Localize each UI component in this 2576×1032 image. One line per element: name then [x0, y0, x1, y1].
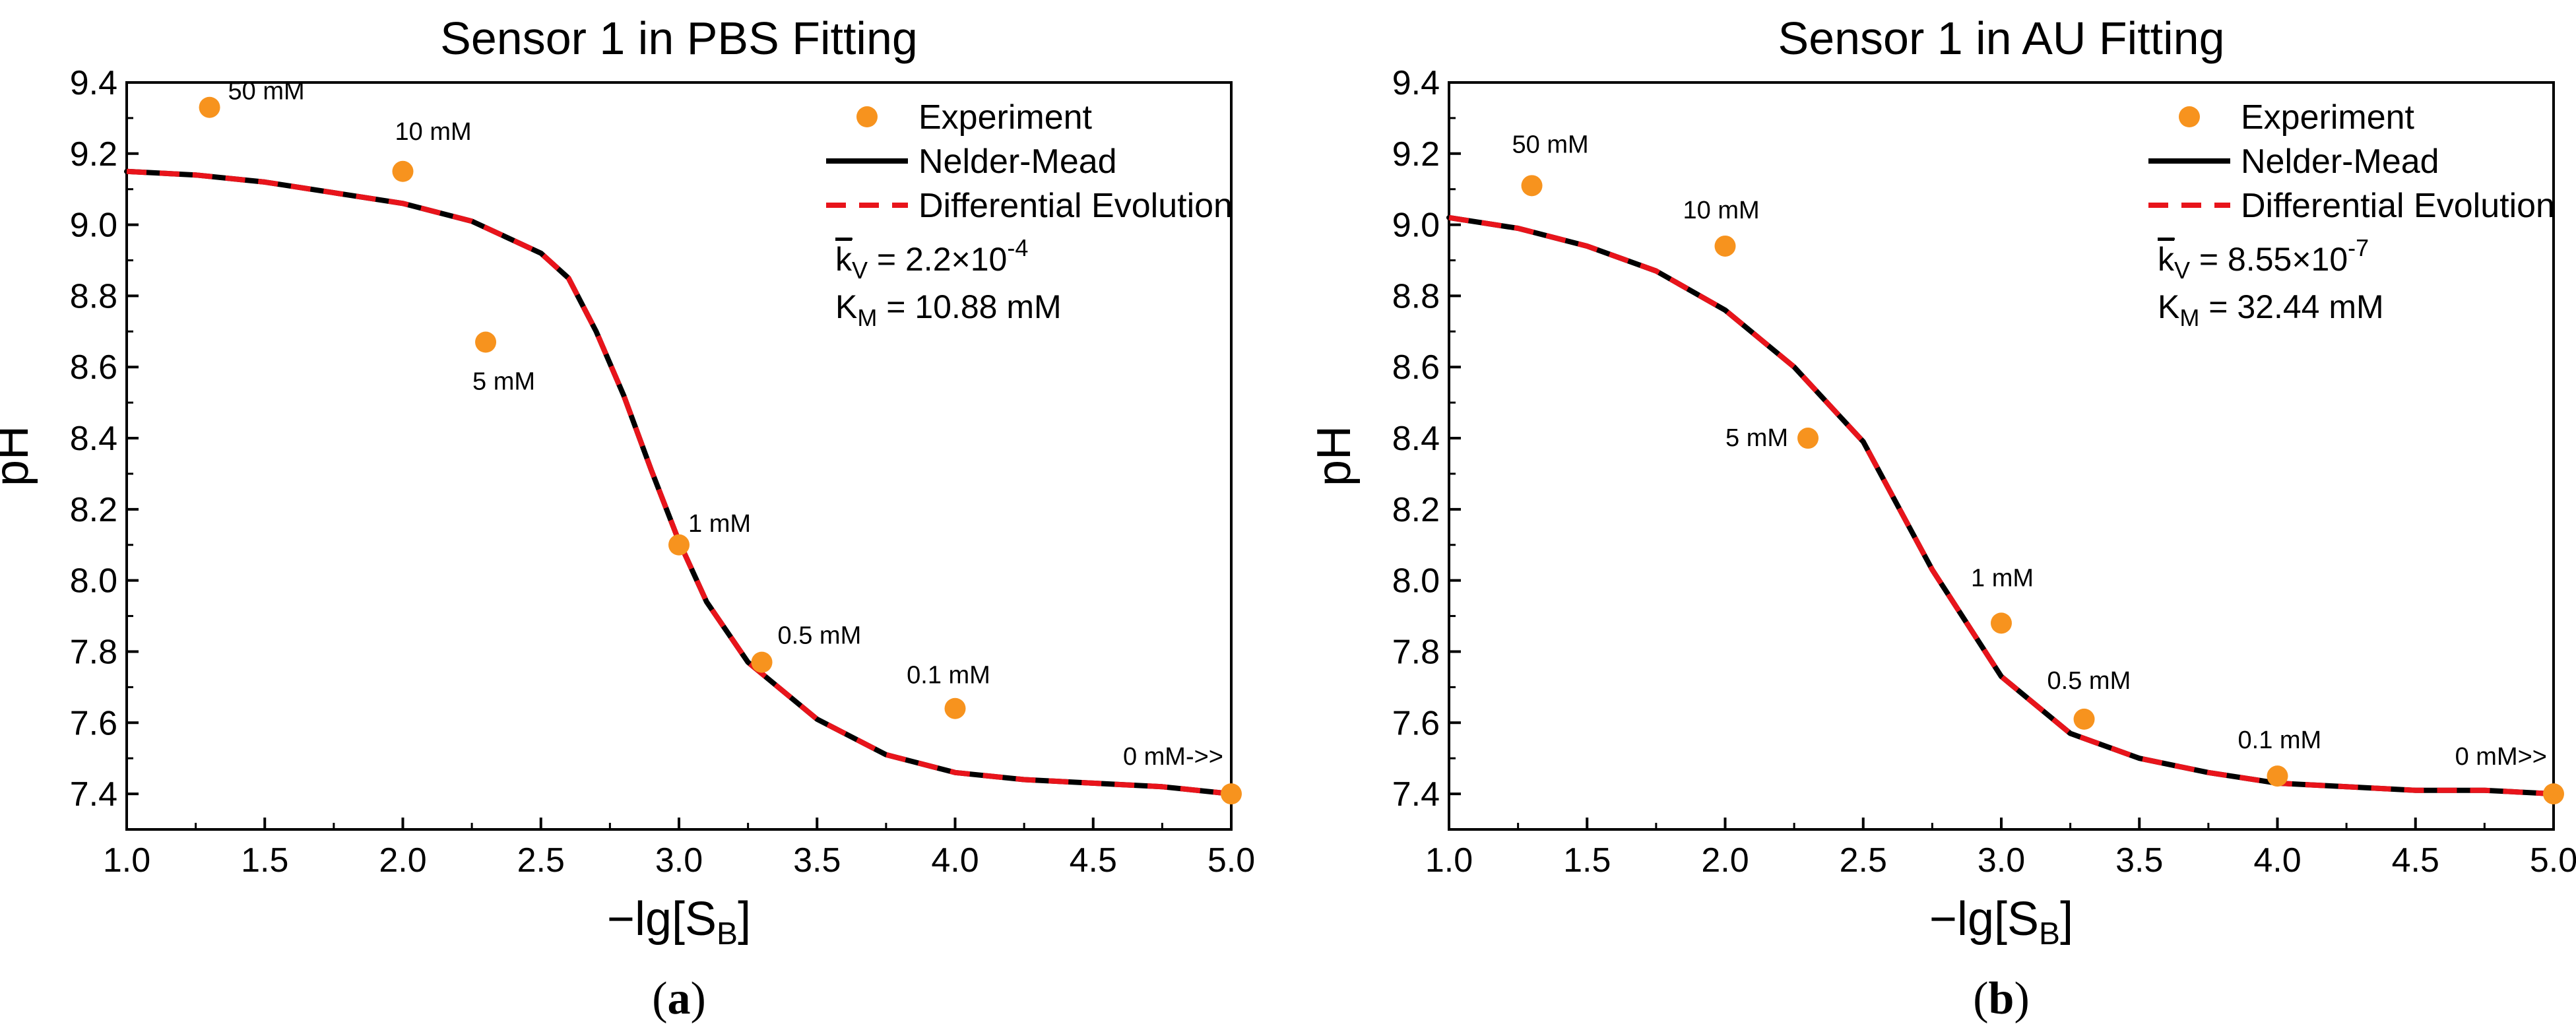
- experiment-point: [2073, 708, 2095, 730]
- experiment-point-label: 50 mM: [228, 78, 305, 106]
- series-differential-evolution: [126, 168, 1232, 797]
- legend-nelder-mead-label: Nelder-Mead: [2241, 143, 2439, 181]
- experiment-point-label: 1 mM: [688, 510, 751, 538]
- y-tick-label: 7.6: [1392, 704, 1440, 742]
- chart-title: Sensor 1 in PBS Fitting: [440, 13, 918, 64]
- y-tick-label: 7.4: [70, 775, 117, 814]
- x-tick-label: 2.5: [1840, 841, 1887, 880]
- legend-experiment-label: Experiment: [918, 98, 1093, 137]
- x-tick-label: 1.0: [103, 841, 150, 880]
- x-tick-label: 3.0: [1978, 841, 2025, 880]
- experiment-point: [2543, 783, 2564, 805]
- km-annotation: KM = 10.88 mM: [835, 288, 1062, 331]
- experiment-point: [1714, 235, 1736, 257]
- experiment-point: [475, 331, 497, 353]
- series-differential-evolution: [1448, 214, 2554, 797]
- chart-title: Sensor 1 in AU Fitting: [1778, 13, 2225, 64]
- y-tick-label: 8.8: [1392, 277, 1440, 315]
- y-tick-label: 8.2: [1392, 491, 1440, 529]
- legend-experiment-marker: [856, 106, 878, 127]
- legend-differential-evolution-label: Differential Evolution: [2241, 187, 2555, 225]
- x-tick-label: 1.0: [1425, 841, 1473, 880]
- experiment-point-label: 10 mM: [395, 118, 472, 146]
- experiment-point-label: 0.5 mM: [778, 622, 862, 650]
- legend-experiment-label: Experiment: [2241, 98, 2415, 137]
- x-tick-label: 5.0: [2530, 841, 2576, 880]
- experiment-point-label: 0.5 mM: [2047, 667, 2131, 695]
- y-tick-label: 8.2: [70, 491, 117, 529]
- x-axis-label: −lg[SB]: [1929, 893, 2073, 951]
- experiment-point: [392, 160, 414, 182]
- y-axis-label: pH: [0, 426, 38, 486]
- legend-differential-evolution-label: Differential Evolution: [918, 187, 1233, 225]
- legend-experiment-marker: [2179, 106, 2200, 127]
- kv-annotation: kV = 2.2×10-4: [835, 234, 1028, 284]
- y-axis-label: pH: [1308, 426, 1361, 486]
- x-tick-label: 4.5: [2392, 841, 2439, 880]
- y-tick-label: 9.4: [70, 64, 117, 102]
- y-tick-label: 7.8: [1392, 633, 1440, 671]
- legend-nelder-mead-label: Nelder-Mead: [918, 143, 1117, 181]
- y-tick-label: 8.8: [70, 277, 117, 315]
- y-tick-label: 9.2: [70, 135, 117, 174]
- experiment-point-label: 10 mM: [1683, 197, 1760, 224]
- panel-a: Sensor 1 in PBS Fitting 1.0 1.5 2.0 2.5 3.0 3.…: [0, 13, 1255, 1024]
- y-tick-label: 8.6: [1392, 348, 1440, 387]
- experiment-point-label: 5 mM: [472, 368, 535, 396]
- x-tick-label: 2.0: [379, 841, 426, 880]
- x-tick-label: 1.5: [241, 841, 288, 880]
- experiment-point: [1521, 175, 1543, 197]
- y-tick-label: 7.8: [70, 633, 117, 671]
- y-tick-label: 9.2: [1392, 135, 1440, 174]
- series-nelder-mead: [1446, 214, 2556, 797]
- experiment-point-label: 0.1 mM: [2238, 726, 2322, 754]
- experiment-point-label: 1 mM: [1971, 564, 2034, 592]
- y-tick-label: 8.6: [70, 348, 117, 387]
- experiment-point: [1797, 428, 1819, 449]
- experiment-point-label: 0 mM>>: [2455, 743, 2547, 771]
- y-tick-label: 8.4: [1392, 420, 1440, 458]
- km-annotation: KM = 32.44 mM: [2158, 288, 2384, 331]
- y-tick-label: 8.4: [70, 420, 117, 458]
- y-tick-label: 8.0: [1392, 562, 1440, 600]
- experiment-point-label: 0 mM->>: [1123, 743, 1223, 771]
- x-tick-label: 1.5: [1563, 841, 1611, 880]
- panel-caption: (a): [652, 973, 706, 1024]
- y-tick-label: 7.6: [70, 704, 117, 742]
- x-tick-label: 4.0: [2253, 841, 2301, 880]
- x-tick-label: 2.5: [517, 841, 565, 880]
- y-tick-label: 7.4: [1392, 775, 1440, 814]
- experiment-point: [944, 697, 966, 719]
- x-tick-label: 2.0: [1701, 841, 1749, 880]
- kv-annotation: kV = 8.55×10-7: [2158, 234, 2369, 284]
- experiment-point: [1991, 612, 2012, 634]
- experiment-point-label: 0.1 mM: [907, 662, 990, 690]
- y-tick-label: 9.0: [1392, 207, 1440, 245]
- experiment-point-label: 5 mM: [1725, 424, 1788, 452]
- experiment-point: [2267, 765, 2288, 787]
- experiment-point: [199, 96, 220, 118]
- experiment-point-label: 50 mM: [1512, 131, 1589, 158]
- x-tick-label: 4.5: [1070, 841, 1117, 880]
- x-axis-label: −lg[SB]: [607, 893, 751, 951]
- x-tick-label: 3.0: [655, 841, 703, 880]
- x-tick-label: 5.0: [1208, 841, 1255, 880]
- experiment-point: [1221, 783, 1242, 805]
- x-tick-label: 3.5: [2115, 841, 2163, 880]
- series-nelder-mead: [124, 168, 1234, 797]
- experiment-point: [751, 651, 773, 673]
- panel-b: Sensor 1 in AU Fitting 1.0 1.5 2.0 2.5 3.0 3.5…: [1308, 13, 2576, 1024]
- experiment-point: [668, 534, 690, 556]
- y-tick-label: 8.0: [70, 562, 117, 600]
- x-tick-label: 4.0: [931, 841, 979, 880]
- y-tick-label: 9.4: [1392, 64, 1440, 102]
- y-tick-label: 9.0: [70, 207, 117, 245]
- panel-caption: (b): [1973, 973, 2030, 1024]
- x-tick-label: 3.5: [793, 841, 841, 880]
